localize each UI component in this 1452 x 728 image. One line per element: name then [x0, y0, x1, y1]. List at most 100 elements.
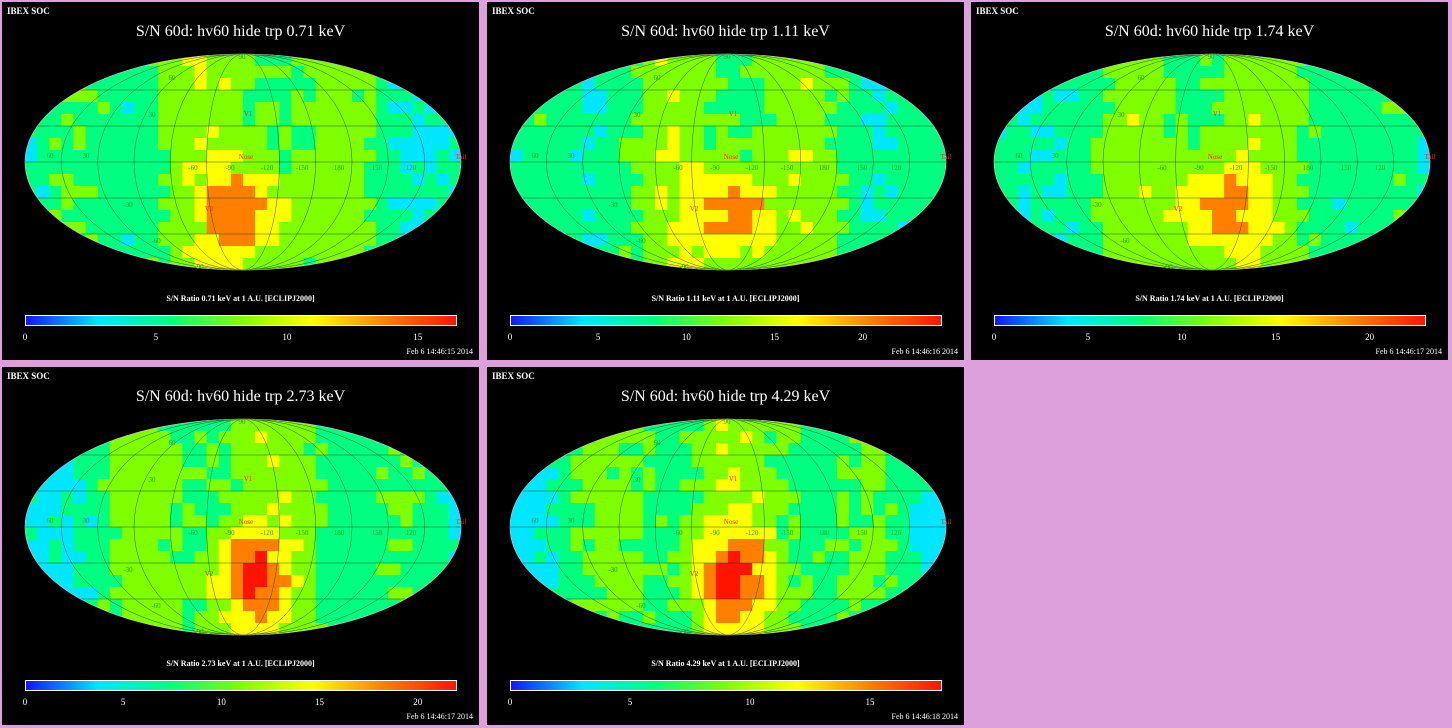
sky-pixel — [849, 234, 862, 247]
sky-pixel — [715, 66, 729, 79]
sky-pixel — [1272, 210, 1286, 223]
sky-pixel — [1224, 198, 1237, 211]
sky-pixel — [1199, 138, 1213, 151]
sky-pixel — [606, 78, 620, 91]
sky-pixel — [1236, 234, 1249, 247]
sky-pixel — [230, 186, 244, 199]
sky-pixel — [534, 599, 547, 612]
sky-pixel — [73, 126, 87, 139]
sky-pixel — [49, 419, 62, 432]
sky-pixel — [728, 527, 741, 540]
sky-pixel — [1090, 78, 1104, 91]
sky-pixel — [230, 222, 244, 235]
sky-pixel — [303, 78, 317, 91]
sky-pixel — [873, 563, 886, 576]
sky-pixel — [1405, 102, 1419, 115]
sky-pixel — [1260, 162, 1274, 175]
sky-pixel — [255, 491, 268, 504]
sky-pixel — [897, 611, 911, 624]
sky-pixel — [1369, 54, 1383, 67]
sky-pixel — [667, 503, 681, 516]
sky-pixel — [534, 551, 547, 564]
sky-pixel — [400, 455, 414, 468]
sky-pixel — [436, 563, 450, 576]
sky-pixel — [424, 126, 438, 139]
sky-pixel — [764, 54, 777, 67]
latitude-label: -60 — [636, 237, 646, 245]
sky-pixel — [121, 54, 135, 67]
sky-pixel — [1417, 210, 1430, 223]
sky-pixel — [243, 479, 256, 492]
sky-pixel — [400, 587, 414, 600]
sky-pixel — [1284, 114, 1298, 127]
sky-pixel — [546, 503, 559, 516]
sky-pixel — [436, 575, 450, 588]
sky-pixel — [85, 479, 99, 492]
sky-pixel — [303, 431, 317, 444]
sky-pixel — [61, 527, 74, 540]
sky-pixel — [1405, 210, 1419, 223]
sky-pixel — [522, 599, 535, 612]
sky-pixel — [37, 479, 50, 492]
sky-pixel — [1405, 174, 1419, 187]
sky-pixel — [631, 479, 644, 492]
colorbar-tick-label: 20 — [1365, 332, 1375, 342]
sky-pixel — [1333, 150, 1346, 163]
sky-pixel — [752, 467, 765, 480]
sky-pixel — [182, 114, 196, 127]
sky-pixel — [436, 587, 450, 600]
sky-pixel — [158, 138, 171, 151]
sky-pixel — [121, 150, 135, 163]
sky-pixel — [740, 479, 753, 492]
sky-pixel — [703, 551, 717, 564]
sky-pixel — [291, 222, 305, 235]
sky-pixel — [291, 126, 305, 139]
sky-pixel — [279, 90, 292, 103]
sky-pixel — [800, 539, 814, 552]
sky-pixel — [1321, 234, 1334, 247]
sky-pixel — [921, 563, 935, 576]
sky-pixel — [558, 575, 572, 588]
sky-pixel — [800, 623, 814, 635]
sky-pixel — [728, 479, 741, 492]
sky-pixel — [146, 186, 159, 199]
sky-pixel — [1054, 246, 1068, 259]
sky-pixel — [1357, 102, 1370, 115]
sky-pixel — [1417, 246, 1430, 259]
sky-pixel — [1151, 162, 1165, 175]
sky-pixel — [570, 539, 584, 552]
sky-pixel — [740, 210, 753, 223]
sky-pixel — [364, 419, 377, 432]
sky-pixel — [1078, 78, 1092, 91]
sky-pixel — [97, 503, 111, 516]
sky-pixel — [279, 599, 292, 612]
v1-marker-label: V1 — [243, 110, 253, 118]
sky-pixel — [267, 246, 280, 259]
sky-pixel — [182, 443, 196, 456]
sky-pixel — [885, 102, 899, 115]
sky-pixel — [643, 258, 656, 270]
sky-pixel — [824, 126, 838, 139]
sky-pixel — [97, 599, 111, 612]
sky-pixel — [728, 138, 741, 151]
sky-pixel — [243, 222, 256, 235]
sky-pixel — [1321, 186, 1334, 199]
sky-pixel — [303, 186, 317, 199]
sky-pixel — [667, 198, 681, 211]
sky-pixel — [703, 78, 717, 91]
sky-pixel — [1151, 66, 1165, 79]
sky-pixel — [522, 623, 535, 635]
sky-pixel — [158, 234, 171, 247]
sky-pixel — [182, 587, 196, 600]
sky-pixel — [703, 503, 717, 516]
sky-pixel — [861, 587, 874, 600]
sky-pixel — [315, 443, 329, 456]
sky-pixel — [376, 455, 389, 468]
sky-pixel — [1381, 150, 1395, 163]
sky-pixel — [424, 431, 438, 444]
latitude-label: 30 — [1117, 111, 1125, 119]
sky-pixel — [243, 551, 256, 564]
sky-pixel — [61, 563, 74, 576]
sky-pixel — [49, 78, 62, 91]
sky-pixel — [1175, 186, 1189, 199]
